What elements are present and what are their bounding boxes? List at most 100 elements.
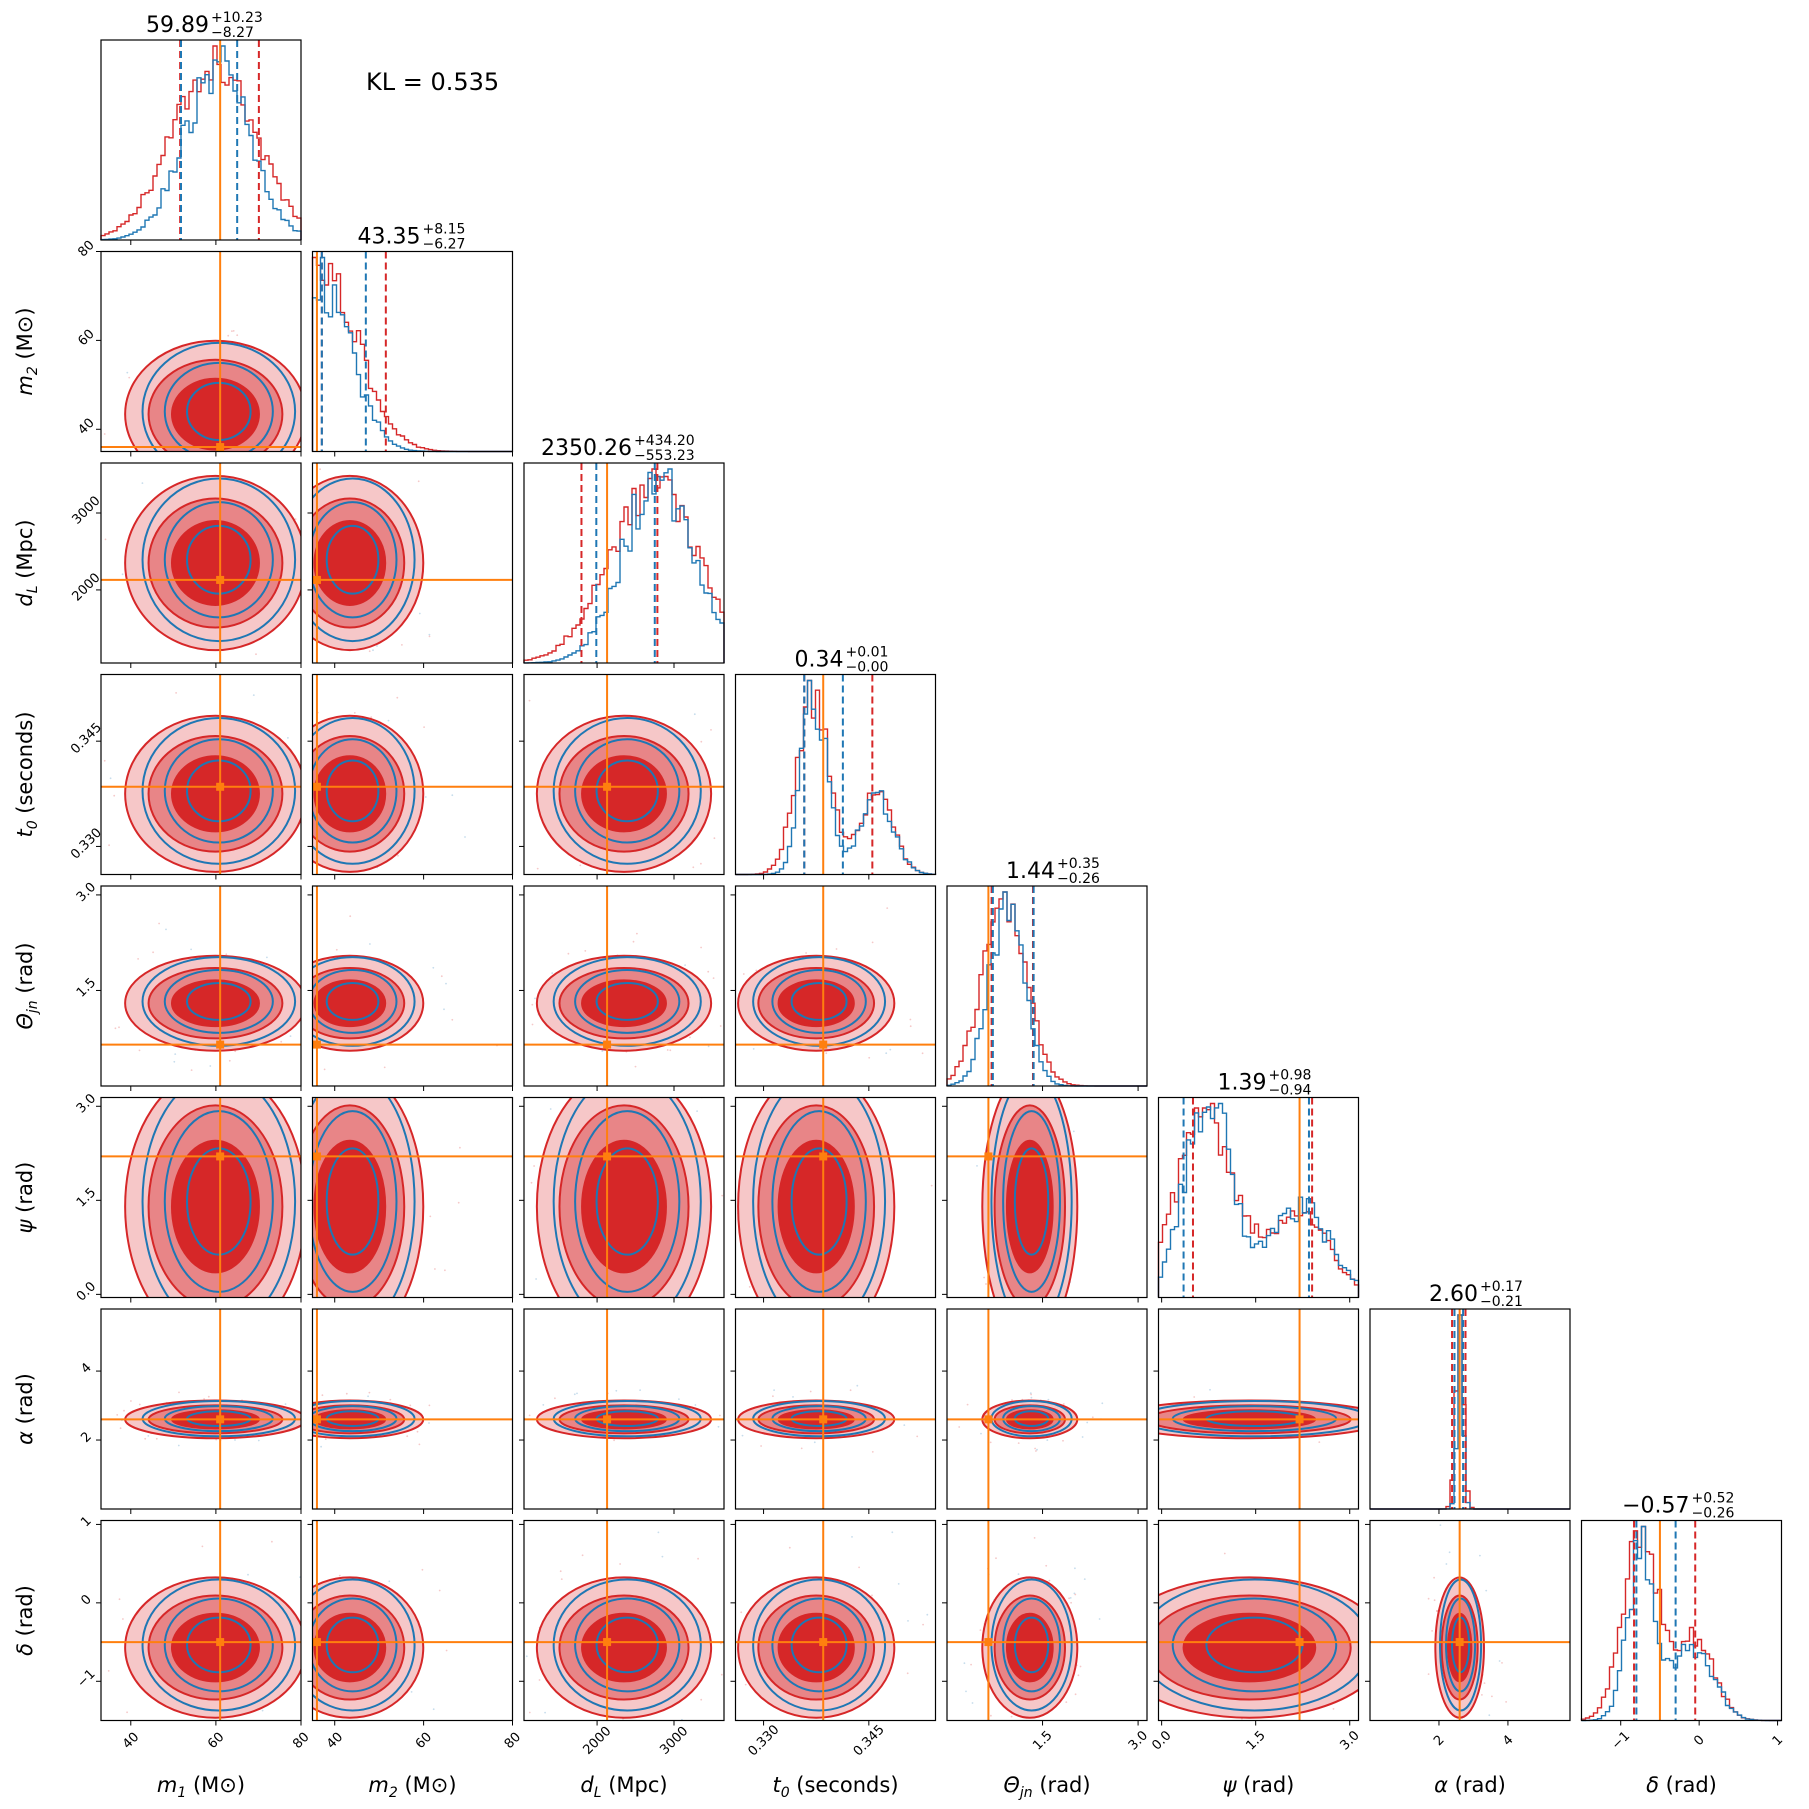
scatter-point — [274, 480, 276, 482]
scatter-point — [983, 1276, 985, 1279]
scatter-point — [725, 1191, 727, 1193]
contour-blue-2 — [771, 969, 867, 1034]
scatter-point — [310, 1128, 312, 1130]
scatter-point — [103, 433, 106, 435]
label-symbol: Θ — [13, 1013, 37, 1030]
scatter-point — [234, 1050, 237, 1053]
truth-marker — [216, 1040, 225, 1049]
scatter-point — [551, 972, 554, 974]
scatter-point — [134, 467, 136, 469]
contour-red-3 — [313, 755, 387, 833]
hist-panel-alpha: 2.60 +0.17−0.21 — [1369, 1279, 1571, 1514]
scatter-point — [428, 635, 431, 638]
scatter-point — [113, 794, 116, 797]
x-tick-label: 2 — [1431, 1733, 1447, 1749]
contour-blue-3 — [1013, 1147, 1050, 1256]
scatter-point — [1332, 1708, 1335, 1710]
panel-alpha-vs-m2 — [307, 1308, 514, 1514]
scatter-point — [700, 1698, 703, 1701]
contour-blue-2 — [312, 738, 398, 844]
scatter-point — [676, 1089, 678, 1091]
scatter-point — [1074, 1693, 1077, 1696]
panel-frame — [311, 250, 514, 453]
scatter-point — [657, 1531, 660, 1534]
scatter-point — [103, 759, 106, 762]
label-unit: (rad) — [1033, 1773, 1091, 1797]
scatter-point — [418, 1443, 421, 1446]
scatter-point — [584, 950, 587, 952]
x-tick-label: 3.0 — [1126, 1728, 1151, 1753]
histogram-red — [735, 679, 937, 876]
scatter-point — [152, 951, 155, 954]
scatter-point — [1086, 1421, 1089, 1424]
scatter-point — [504, 1439, 506, 1441]
contour-blue-2 — [1171, 1597, 1338, 1693]
contour-red-3 — [581, 979, 667, 1028]
scatter-point — [1077, 1674, 1080, 1677]
label-unit: (rad) — [13, 1162, 37, 1220]
contour-blue-1 — [312, 477, 416, 643]
x-tick-label: 4 — [1500, 1733, 1516, 1749]
scatter-point — [297, 1585, 299, 1587]
scatter-point — [345, 1392, 348, 1395]
scatter-point — [849, 1389, 852, 1392]
panel-frame — [100, 1308, 302, 1510]
scatter-point — [428, 633, 431, 636]
scatter-point — [130, 1400, 132, 1402]
scatter-point — [1433, 1576, 1435, 1579]
truth-marker — [216, 575, 225, 584]
contour-blue-2 — [574, 738, 681, 844]
contour-blue-1 — [1158, 1578, 1359, 1712]
scatter-point — [815, 1341, 817, 1343]
scatter-point — [979, 1629, 982, 1631]
scatter-point — [1081, 1436, 1084, 1438]
scatter-point — [661, 1555, 664, 1558]
panel-delta-vs-m2: 40 60 80 — [297, 1519, 524, 1752]
x-tick-label: 40 — [120, 1730, 142, 1752]
scatter-point — [269, 919, 271, 921]
truth-marker — [819, 1152, 828, 1161]
scatter-point — [201, 1545, 204, 1548]
scatter-point — [696, 1110, 698, 1112]
scatter-point — [528, 1414, 531, 1417]
scatter-point — [376, 645, 378, 647]
scatter-point — [268, 1059, 270, 1061]
scatter-point — [173, 1060, 176, 1063]
x-axis-label-dL: dL (Mpc) — [580, 1773, 667, 1801]
scatter-point — [126, 1711, 128, 1714]
scatter-point — [976, 1165, 978, 1167]
scatter-point — [790, 1365, 792, 1367]
scatter-point — [302, 1647, 304, 1649]
scatter-point — [307, 1717, 309, 1719]
scatter-point — [74, 1162, 76, 1164]
scatter-point — [287, 737, 289, 739]
scatter-point — [1099, 1637, 1101, 1639]
scatter-point — [370, 716, 373, 719]
title-plus: +0.35 — [1057, 856, 1100, 872]
label-unit: (Mpc) — [602, 1773, 668, 1797]
y-tick-label: 4 — [78, 1360, 94, 1376]
label-unit: (rad) — [13, 942, 37, 1000]
scatter-point — [989, 1441, 992, 1444]
contour-blue-3 — [325, 524, 380, 595]
scatter-point — [1427, 1673, 1430, 1675]
scatter-point — [156, 1060, 158, 1062]
scatter-point — [1010, 1715, 1013, 1718]
scatter-point — [1148, 1630, 1150, 1632]
label-unit: (rad) — [1448, 1773, 1506, 1797]
scatter-point — [1134, 1438, 1136, 1440]
scatter-point — [302, 1072, 304, 1074]
contour-blue-1 — [552, 1097, 702, 1298]
panel-alpha-vs-psi — [1134, 1308, 1360, 1514]
scatter-point — [396, 696, 399, 699]
scatter-point — [615, 1389, 618, 1392]
scatter-point — [305, 576, 307, 578]
title-value: 59.89 — [146, 13, 209, 38]
scatter-point — [732, 1616, 734, 1618]
scatter-point — [438, 1589, 441, 1592]
scatter-point — [560, 1578, 563, 1580]
scatter-point — [1439, 1524, 1442, 1526]
label-unit: (seconds) — [790, 1773, 899, 1797]
contour-red-3 — [313, 979, 387, 1028]
